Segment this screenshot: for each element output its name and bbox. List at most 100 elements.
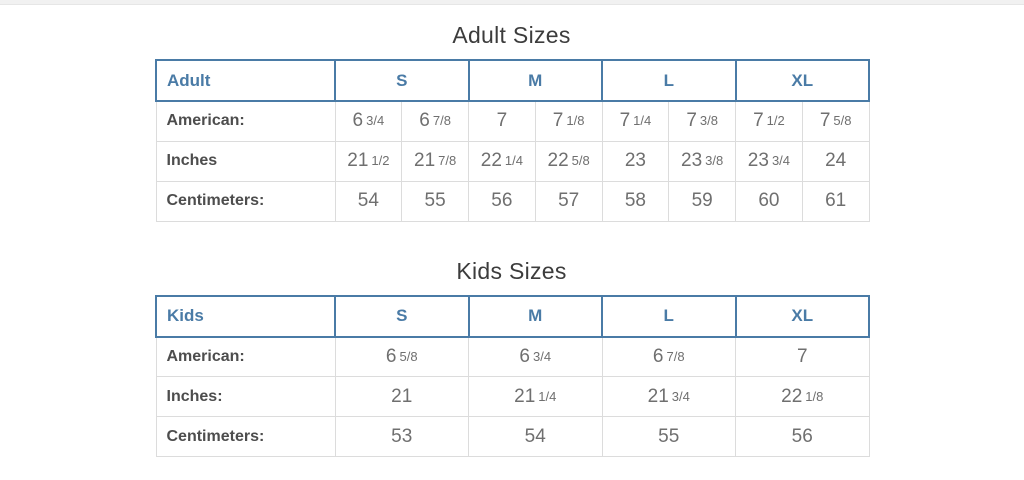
size-value-cell: 24: [801, 140, 870, 182]
adult-size-header-m: M: [467, 59, 604, 102]
kids-sizes-section: Kids Sizes Kids S M L XL American: 6 5/8 …: [0, 257, 1024, 457]
size-value: 61: [825, 190, 847, 211]
kids-sizes-table: Kids S M L XL American: 6 5/8 6 3/4 6 7/8 7…: [155, 294, 870, 457]
size-fraction: 3/4: [533, 348, 552, 364]
size-fraction: 1/2: [371, 153, 390, 168]
adult-american-row: American: 6 3/4 6 7/8 7 7 1/8 7 1/4 7 3/8 7 1/…: [155, 100, 870, 142]
adult-inches-row: Inches 21 1/2 21 7/8 22 1/4 22 5/8 23 23 3/8 …: [155, 140, 870, 182]
size-value-cell: 6 7/8: [401, 100, 469, 142]
size-fraction: 1/4: [538, 388, 557, 404]
size-fraction: 7/8: [432, 113, 451, 129]
size-fraction: 3/4: [366, 113, 385, 129]
row-label: Centimeters:: [155, 180, 336, 222]
size-value: 23: [681, 150, 703, 171]
top-scrollbar-track: [0, 0, 1024, 5]
kids-table-corner-label: Kids: [155, 294, 336, 338]
size-value: 53: [391, 425, 413, 447]
adult-size-header-s: S: [334, 59, 470, 102]
size-value-cell: 59: [668, 180, 737, 222]
size-value-cell: 60: [735, 180, 803, 222]
size-value-cell: 7 5/8: [801, 100, 870, 142]
size-fraction: 5/8: [399, 348, 418, 364]
size-value-cell: 23 3/4: [735, 140, 803, 182]
size-value: 54: [357, 190, 379, 211]
size-value-cell: 56: [735, 416, 870, 457]
kids-american-row: American: 6 5/8 6 3/4 6 7/8 7: [155, 336, 870, 377]
size-value: 7: [552, 110, 564, 132]
size-value-cell: 7 1/8: [534, 100, 603, 142]
adult-table-corner-label: Adult: [155, 59, 336, 102]
row-label: Inches: [155, 140, 336, 182]
size-value: 7: [819, 110, 831, 132]
size-value: 7: [496, 110, 508, 132]
size-value: 21: [647, 385, 669, 407]
size-value: 7: [796, 345, 808, 367]
size-fraction: 5/8: [571, 153, 590, 168]
size-value-cell: 58: [601, 180, 670, 222]
size-value: 21: [414, 150, 436, 171]
size-value-cell: 21 3/4: [601, 376, 736, 417]
size-value-cell: 6 3/4: [468, 336, 603, 377]
size-value-cell: 56: [468, 180, 536, 222]
size-fraction: 1/4: [504, 153, 523, 168]
size-fraction: 7/8: [666, 348, 685, 364]
size-value-cell: 61: [801, 180, 870, 222]
row-label: Centimeters:: [155, 416, 336, 457]
size-value: 7: [753, 110, 764, 132]
size-value: 21: [514, 385, 536, 407]
size-value: 6: [652, 345, 664, 367]
size-value: 60: [758, 190, 780, 211]
size-fraction: 7/8: [438, 153, 457, 168]
size-value-cell: 7: [735, 336, 870, 377]
size-value: 58: [624, 190, 646, 211]
size-value: 55: [424, 190, 446, 211]
row-label: American:: [155, 336, 336, 377]
size-value: 57: [558, 190, 580, 211]
size-value-cell: 22 5/8: [534, 140, 603, 182]
adult-table-header-row: Adult S M L XL: [155, 59, 871, 102]
size-value-cell: 23 3/8: [668, 140, 737, 182]
size-value-cell: 23: [601, 140, 670, 182]
kids-centimeters-row: Centimeters: 53 54 55 56: [155, 416, 870, 457]
kids-size-header-xl: XL: [734, 294, 870, 338]
size-fraction: 3/4: [671, 388, 690, 404]
adult-size-header-xl: XL: [734, 59, 871, 102]
size-value-cell: 55: [401, 180, 469, 222]
size-value-cell: 7: [468, 100, 536, 142]
adult-sizes-table: Adult S M L XL American: 6 3/4 6 7/8 7 7 1/…: [155, 59, 871, 222]
size-value-cell: 57: [534, 180, 603, 222]
size-value: 59: [691, 190, 713, 211]
size-fraction: 1/8: [566, 113, 585, 129]
size-value-cell: 6 5/8: [334, 336, 469, 377]
adult-sizes-section: Adult Sizes Adult S M L XL American: 6 3/…: [0, 22, 1024, 222]
size-value-cell: 22 1/8: [735, 376, 870, 417]
size-value: 22: [480, 150, 502, 171]
size-value: 6: [385, 345, 397, 367]
size-value-cell: 21: [334, 376, 469, 417]
kids-size-header-m: M: [467, 294, 603, 338]
size-value: 6: [419, 110, 430, 132]
size-fraction: 3/4: [771, 153, 791, 168]
size-value-cell: 7 3/8: [668, 100, 737, 142]
size-value: 21: [347, 150, 369, 171]
size-value: 55: [658, 425, 680, 447]
size-value: 6: [352, 110, 364, 132]
size-value-cell: 53: [334, 416, 469, 457]
row-label: Inches:: [155, 376, 336, 417]
adult-sizes-title: Adult Sizes: [452, 22, 571, 48]
kids-size-header-s: S: [334, 294, 470, 338]
size-value-cell: 54: [468, 416, 603, 457]
size-value-cell: 7 1/4: [601, 100, 670, 142]
size-value-cell: 6 3/4: [334, 100, 403, 142]
size-value-cell: 7 1/2: [735, 100, 803, 142]
size-value-cell: 6 7/8: [601, 336, 736, 377]
size-value: 56: [791, 425, 813, 447]
row-label: American:: [155, 100, 336, 142]
adult-centimeters-row: Centimeters: 54 55 56 57 58 59 60 61: [155, 180, 870, 222]
size-fraction: 5/8: [833, 113, 852, 129]
size-value-cell: 21 1/2: [334, 140, 403, 182]
size-value: 54: [524, 425, 546, 447]
size-value: 22: [781, 385, 803, 407]
kids-sizes-title: Kids Sizes: [456, 257, 567, 284]
size-value-cell: 22 1/4: [468, 140, 536, 182]
